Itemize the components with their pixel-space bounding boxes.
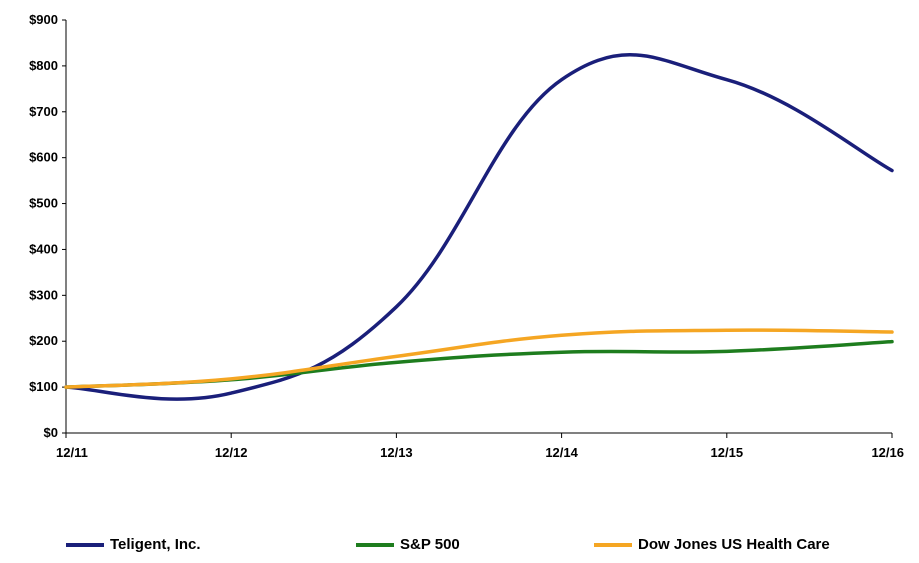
legend-item-teligent: Teligent, Inc.	[66, 536, 201, 553]
series-line-teligent-inc	[64, 53, 894, 401]
y-tick-label: $900	[29, 12, 58, 27]
legend-swatch-teligent	[66, 542, 104, 547]
legend-label-teligent: Teligent, Inc.	[110, 536, 201, 553]
legend-swatch-dow-jones-health-care	[594, 542, 632, 547]
chart-legend: Teligent, Inc. S&P 500 Dow Jones US Heal…	[0, 536, 919, 560]
legend-label-sp500: S&P 500	[400, 536, 460, 553]
y-tick-label: $100	[29, 379, 58, 394]
legend-item-sp500: S&P 500	[356, 536, 460, 553]
y-tick-label: $400	[29, 241, 58, 256]
x-tick-label: 12/11	[56, 445, 88, 460]
legend-label-dow-jones-health-care: Dow Jones US Health Care	[638, 536, 830, 553]
y-tick-label: $700	[29, 104, 58, 119]
series-line-dow-jones-us-health-care	[64, 328, 894, 389]
y-tick-label: $200	[29, 333, 58, 348]
y-tick-label: $300	[29, 287, 58, 302]
y-axis-ticks: $0 $100 $200 $300 $400 $500 $600 $700 $800 $900	[29, 12, 66, 440]
legend-swatch-sp500	[356, 542, 394, 547]
x-tick-label: 12/14	[545, 445, 578, 460]
x-tick-label: 12/12	[215, 445, 248, 460]
line-chart: $0 $100 $200 $300 $400 $500 $600 $700 $800 $900 1…	[29, 12, 904, 460]
y-tick-label: $800	[29, 58, 58, 73]
x-tick-label: 12/13	[380, 445, 413, 460]
x-axis-ticks: 12/11 12/12 12/13 12/14 12/15 12/16	[56, 433, 904, 460]
series-lines	[64, 53, 894, 401]
legend-item-dow-jones-health-care: Dow Jones US Health Care	[594, 536, 830, 553]
x-tick-label: 12/15	[711, 445, 744, 460]
x-tick-label: 12/16	[871, 445, 904, 460]
chart-axes	[65, 20, 892, 434]
y-tick-label: $600	[29, 150, 58, 165]
y-tick-label: $0	[44, 425, 58, 440]
y-tick-label: $500	[29, 196, 58, 211]
